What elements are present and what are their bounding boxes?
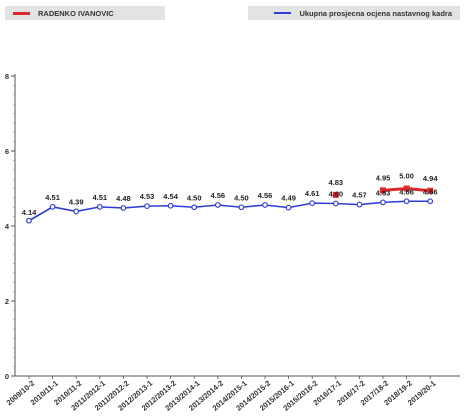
data-label-radenko: 5.00 [399,172,414,181]
data-point-average [191,204,198,211]
data-point-average [167,202,174,209]
y-tick-label: 8 [5,72,9,81]
data-label-average: 4.57 [352,191,367,200]
data-point-average [262,202,268,208]
data-label-average: 4.51 [92,193,107,202]
data-point-average [49,203,56,210]
data-point-average [427,198,434,205]
data-point-average [238,204,245,211]
data-point-radenko [332,191,339,198]
data-label-average: 4.56 [210,191,225,200]
data-label-average: 4.51 [45,193,60,202]
data-label-radenko: 4.94 [423,174,438,183]
data-label-average: 4.66 [423,187,438,196]
data-point-average [356,201,363,208]
legend-item-radenko: RADENKO IVANOVIC [5,6,165,20]
data-point-average [96,203,103,210]
legend-label-radenko: RADENKO IVANOVIC [38,8,114,18]
data-point-average [403,198,410,205]
data-point-average [120,205,127,211]
data-label-average: 4.14 [22,208,37,217]
data-point-average [309,200,316,207]
data-point-radenko [403,185,410,192]
data-label-average: 4.66 [399,187,414,196]
legend-item-average: Ukupna prosjecna ocjena nastavnog kadra [248,6,460,20]
data-point-average [380,199,386,206]
data-point-average [332,200,339,207]
data-label-average: 4.50 [234,193,249,202]
legend-label-average: Ukupna prosjecna ocjena nastavnog kadra [299,8,452,18]
series-line-average [28,200,431,222]
data-label-average: 4.63 [376,188,391,197]
data-label-average: 4.61 [305,189,320,198]
y-tick-label: 4 [5,222,10,231]
y-tick-label: 2 [5,297,9,306]
y-tick-label: 0 [5,372,9,381]
data-point-average [26,217,32,224]
data-label-radenko: 4.83 [328,178,343,187]
data-point-average [285,204,292,211]
data-point-radenko [427,187,434,194]
data-point-average [73,208,80,215]
data-label-average: 4.60 [328,190,343,199]
legend-swatch-average [274,12,292,14]
data-point-average [214,202,221,208]
data-label-average: 4.39 [69,197,84,206]
data-label-average: 4.48 [116,194,131,203]
data-label-average: 4.49 [281,194,296,203]
data-point-radenko [380,187,386,194]
data-point-average [144,203,150,210]
data-label-average: 4.53 [140,192,155,201]
data-label-average: 4.54 [163,192,178,201]
data-label-average: 4.56 [258,191,273,200]
y-tick-label: 6 [5,147,9,156]
data-label-average: 4.50 [187,193,202,202]
legend-swatch-radenko [13,11,30,15]
data-label-radenko: 4.95 [376,173,391,182]
